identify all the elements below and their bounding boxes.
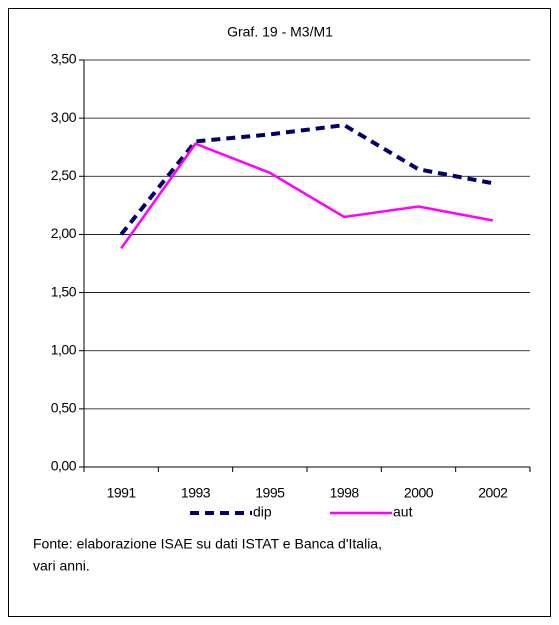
chart-title: Graf. 19 - M3/M1 bbox=[227, 24, 333, 40]
x-tick-label: 1993 bbox=[181, 485, 211, 501]
y-tick-label: 0,50 bbox=[51, 400, 77, 416]
x-tick-label: 1995 bbox=[255, 485, 285, 501]
chart-frame bbox=[8, 8, 551, 617]
x-tick-label: 1998 bbox=[330, 485, 360, 501]
y-tick-label: 1,50 bbox=[51, 283, 77, 299]
y-tick-label: 3,00 bbox=[51, 109, 77, 125]
y-tick-label: 2,00 bbox=[51, 225, 77, 241]
x-tick-label: 1991 bbox=[107, 485, 137, 501]
series-line bbox=[119, 123, 494, 236]
y-tick-label: 3,50 bbox=[51, 51, 77, 67]
legend-label: dip bbox=[253, 504, 272, 520]
y-tick-label: 1,00 bbox=[51, 341, 77, 357]
y-tick-label: 0,00 bbox=[51, 458, 77, 474]
y-tick-label: 2,50 bbox=[51, 167, 77, 183]
x-tick-label: 2000 bbox=[404, 485, 434, 501]
note-line: vari anni. bbox=[33, 558, 90, 574]
series-line bbox=[120, 142, 494, 250]
legend-label: aut bbox=[393, 504, 413, 520]
note-line: Fonte: elaborazione ISAE su dati ISTAT e… bbox=[33, 536, 382, 552]
x-tick-label: 2002 bbox=[478, 485, 508, 501]
